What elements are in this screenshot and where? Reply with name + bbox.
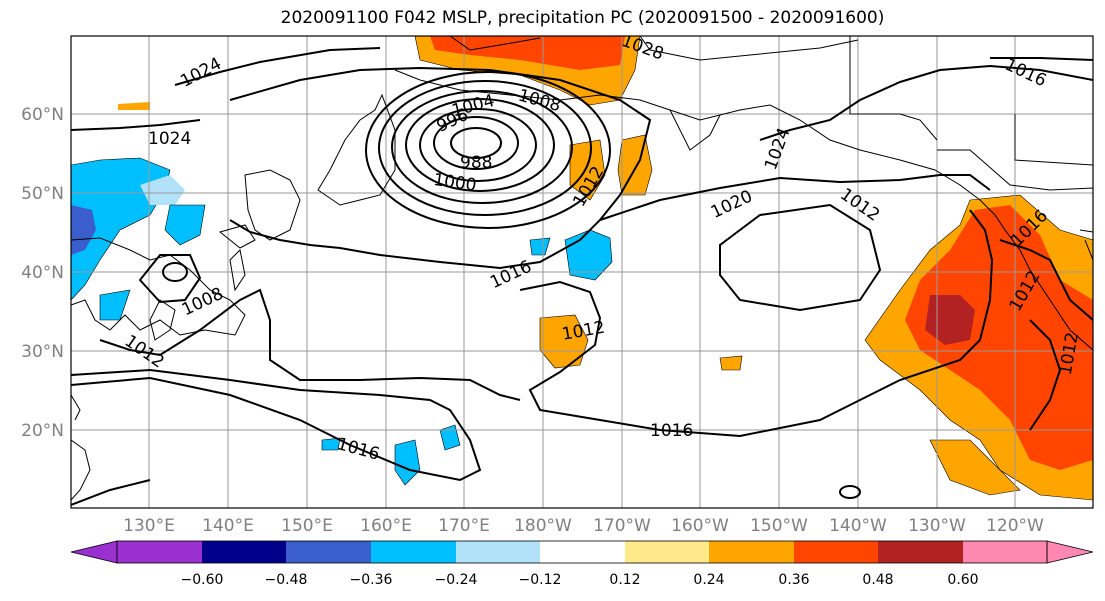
colorbar-tick-label: 0.12 — [609, 572, 640, 588]
colorbar-low-extension — [70, 540, 118, 564]
contour-label: 1016 — [650, 421, 693, 441]
lat-label: 30°N — [21, 342, 64, 362]
colorbar-tick-label: −0.36 — [350, 572, 393, 588]
longitude-labels: 130°E 140°E 150°E 160°E 170°E 180°W 170°… — [123, 516, 1044, 536]
colorbar-tick-label: 0.60 — [947, 572, 978, 588]
mslp-contours — [71, 47, 1093, 506]
lon-label: 160°W — [671, 516, 729, 536]
colorbar-tick-label: 0.48 — [862, 572, 893, 588]
lon-label: 130°W — [908, 516, 966, 536]
colorbar-tick-label: −0.12 — [519, 572, 562, 588]
colorbar-segment — [794, 541, 878, 563]
colorbar-ticks: −0.60 −0.48 −0.36 −0.24 −0.12 0.12 0.24 … — [181, 572, 979, 588]
colorbar-tick-label: 0.24 — [693, 572, 724, 588]
lat-label: 40°N — [21, 263, 64, 283]
colorbar-segment — [202, 541, 286, 563]
colorbar-segment — [117, 541, 202, 563]
lon-label: 140°E — [202, 516, 254, 536]
lon-label: 150°W — [750, 516, 808, 536]
colorbar-segment — [286, 541, 371, 563]
colorbar-segment — [963, 541, 1047, 563]
colorbar-tick-label: −0.24 — [435, 572, 478, 588]
colorbar-segment — [709, 541, 794, 563]
lat-label: 50°N — [21, 184, 64, 204]
lat-label: 60°N — [21, 105, 64, 125]
precip-positive-shading — [118, 36, 1093, 501]
colorbar-segment — [540, 541, 625, 563]
colorbar-tick-label: −0.60 — [181, 572, 224, 588]
lon-label: 120°W — [986, 516, 1044, 536]
colorbar-high-extension — [1046, 540, 1094, 564]
contour-label: 988 — [460, 153, 492, 173]
latitude-labels: 60°N 50°N 40°N 30°N 20°N — [21, 105, 64, 441]
colorbar-segment — [456, 541, 540, 563]
lon-label: 140°W — [829, 516, 887, 536]
colorbar-segment — [371, 541, 456, 563]
lon-label: 170°E — [438, 516, 490, 536]
lon-label: 180°W — [514, 516, 572, 536]
lon-label: 150°E — [281, 516, 333, 536]
chart-title: 2020091100 F042 MSLP, precipitation PC (… — [280, 8, 885, 28]
colorbar: −0.60 −0.48 −0.36 −0.24 −0.12 0.12 0.24 … — [70, 540, 1094, 588]
colorbar-segment — [625, 541, 709, 563]
map-frame — [70, 35, 1094, 509]
map-panel: 1024 1024 1028 1016 1008 1004 996 988 10… — [71, 36, 1093, 508]
colorbar-tick-label: −0.48 — [265, 572, 308, 588]
lon-label: 170°W — [593, 516, 651, 536]
lon-label: 130°E — [123, 516, 175, 536]
colorbar-segment — [878, 541, 963, 563]
lat-label: 20°N — [21, 421, 64, 441]
contour-label: 1024 — [148, 129, 191, 149]
lon-label: 160°E — [360, 516, 412, 536]
colorbar-tick-label: 0.36 — [778, 572, 809, 588]
